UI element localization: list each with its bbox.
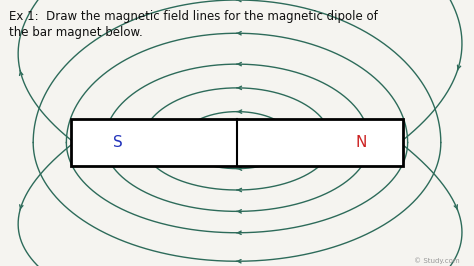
Text: the bar magnet below.: the bar magnet below. — [9, 26, 142, 39]
Text: N: N — [356, 135, 367, 150]
Text: S: S — [113, 135, 122, 150]
Bar — [71, 119, 403, 166]
Text: Ex 1:  Draw the magnetic field lines for the magnetic dipole of: Ex 1: Draw the magnetic field lines for … — [9, 10, 377, 23]
Text: © Study.com: © Study.com — [414, 257, 460, 264]
